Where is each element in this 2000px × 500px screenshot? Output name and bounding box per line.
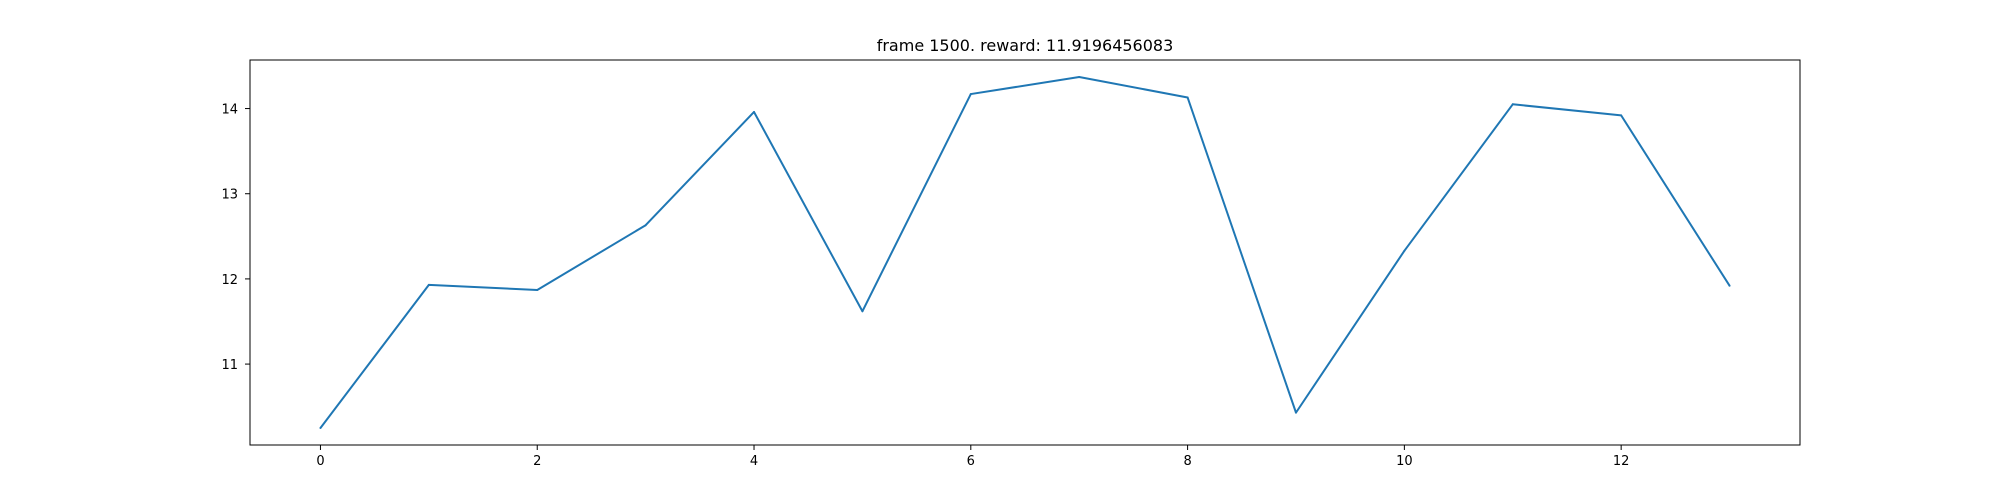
data-point [1511,103,1514,106]
x-axis: 0 2 4 6 8 10 12 [316,445,1629,469]
y-tick-label: 13 [221,188,238,203]
data-point [427,283,430,286]
data-point [1078,76,1081,79]
y-tick-label: 12 [221,273,238,288]
plot-frame [249,59,1801,446]
x-tick-label: 12 [1613,454,1630,469]
x-tick-label: 4 [750,454,758,469]
data-point [536,288,539,291]
data-point [1186,96,1189,99]
x-tick-label: 2 [533,454,541,469]
x-tick-label: 8 [1183,454,1191,469]
data-point [861,310,864,313]
data-point [1294,411,1297,414]
x-tick-label: 0 [316,454,324,469]
data-point [1728,284,1731,287]
x-tick-label: 10 [1396,454,1413,469]
data-point [753,110,756,113]
y-tick-label: 11 [221,358,238,373]
x-tick-label: 6 [967,454,975,469]
y-axis: 11 12 13 14 [221,103,250,373]
series-line [319,76,1731,429]
data-point [1403,249,1406,252]
data-point [969,93,972,96]
data-point [1620,114,1623,117]
chart-title: frame 1500. reward: 11.9196456083 [877,36,1174,55]
data-point [319,426,322,429]
y-tick-label: 14 [221,103,238,118]
data-point [644,224,647,227]
series-layer [319,76,1731,429]
